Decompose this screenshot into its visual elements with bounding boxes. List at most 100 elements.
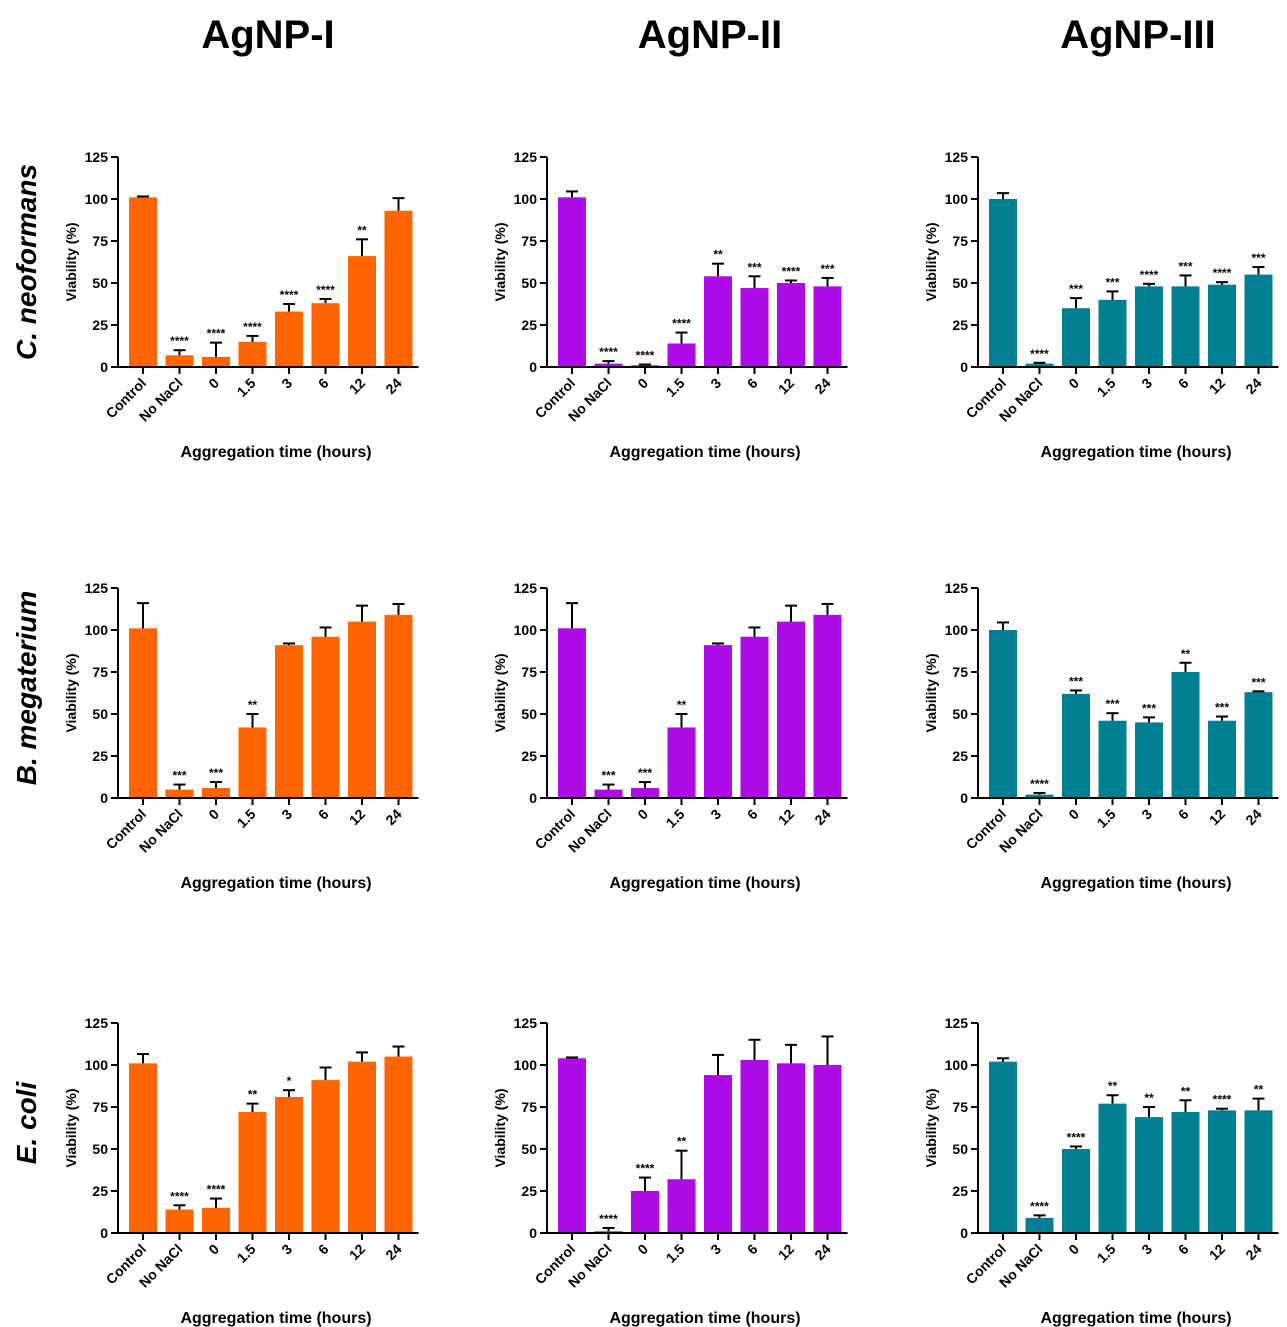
category-label: 3	[1138, 806, 1155, 823]
bar	[165, 355, 194, 367]
bar	[1098, 299, 1127, 367]
y-axis-label: Viability (%)	[492, 1088, 508, 1167]
y-tick-label: 0	[529, 359, 537, 375]
category-label: 0	[634, 375, 651, 392]
bar	[1098, 1103, 1127, 1233]
bar	[1171, 286, 1200, 367]
bar	[740, 288, 769, 367]
y-tick-label: 100	[514, 191, 538, 207]
bar	[1135, 1117, 1163, 1233]
bar	[275, 1096, 303, 1233]
y-tick-label: 50	[952, 1141, 968, 1157]
category-label: 24	[811, 806, 833, 828]
bar	[129, 197, 157, 367]
category-label: 1.5	[1094, 1241, 1119, 1266]
bar	[740, 636, 769, 798]
category-label: 6	[315, 375, 332, 392]
bar	[238, 341, 267, 367]
category-label: 6	[1175, 806, 1192, 823]
category-label: 3	[278, 1241, 295, 1258]
bar	[594, 789, 623, 798]
category-label: 0	[1065, 1241, 1082, 1258]
category-label: 0	[634, 806, 651, 823]
significance-label: *	[287, 1074, 292, 1088]
y-tick-label: 25	[952, 1183, 968, 1199]
significance-label: ***	[1215, 701, 1229, 715]
bar	[813, 1065, 842, 1233]
x-axis-label: Aggregation time (hours)	[1040, 1310, 1231, 1327]
x-axis-label: Aggregation time (hours)	[609, 444, 800, 461]
x-axis-label: Aggregation time (hours)	[609, 875, 800, 892]
significance-label: ***	[601, 769, 615, 783]
significance-label: ***	[820, 262, 834, 276]
bar	[384, 210, 413, 367]
significance-label: ***	[209, 766, 223, 780]
significance-label: ***	[1142, 701, 1156, 715]
column-title-agnp-iii: AgNP-III	[1060, 13, 1216, 57]
category-label: 24	[811, 375, 833, 397]
significance-label: **	[713, 248, 723, 262]
significance-label: ****	[599, 345, 618, 359]
y-tick-label: 25	[92, 748, 108, 764]
category-label: 3	[707, 375, 724, 392]
bar	[989, 199, 1017, 367]
significance-label: ***	[172, 769, 186, 783]
bar	[1135, 286, 1163, 367]
category-label: 12	[346, 806, 368, 828]
significance-label: ****	[1030, 347, 1049, 361]
category-label: 1.5	[234, 375, 259, 400]
category-label: 0	[1065, 375, 1082, 392]
category-label: 6	[1175, 375, 1192, 392]
bar	[631, 787, 659, 798]
bar	[202, 356, 230, 367]
y-tick-label: 125	[85, 149, 109, 165]
significance-label: **	[1254, 1083, 1264, 1097]
row-title-b-megaterium: B. megaterium	[11, 591, 42, 786]
y-tick-label: 50	[952, 275, 968, 291]
y-axis-label: Viability (%)	[492, 222, 508, 301]
significance-label: ****	[636, 348, 655, 362]
bar	[348, 621, 376, 798]
y-tick-label: 0	[529, 1225, 537, 1241]
category-label: 24	[1242, 1241, 1264, 1263]
bar	[1244, 692, 1273, 798]
y-tick-label: 125	[85, 580, 109, 596]
x-axis-label: Aggregation time (hours)	[1040, 444, 1231, 461]
y-tick-label: 0	[529, 790, 537, 806]
bar	[558, 1058, 586, 1233]
significance-label: ****	[170, 1189, 189, 1203]
bar	[1208, 720, 1236, 798]
y-tick-label: 50	[521, 1141, 537, 1157]
category-label: 3	[278, 375, 295, 392]
y-tick-label: 125	[514, 149, 538, 165]
y-tick-label: 0	[100, 359, 108, 375]
significance-label: ****	[316, 283, 335, 297]
bar	[275, 311, 303, 367]
y-tick-label: 0	[100, 790, 108, 806]
y-tick-label: 25	[521, 1183, 537, 1199]
significance-label: ****	[1213, 1093, 1232, 1107]
bar	[777, 283, 805, 367]
y-tick-label: 125	[945, 580, 969, 596]
significance-label: **	[677, 698, 687, 712]
bar	[667, 343, 696, 367]
bar	[1244, 274, 1273, 367]
bar	[1171, 672, 1200, 798]
y-axis-label: Viability (%)	[923, 653, 939, 732]
category-label: 0	[634, 1241, 651, 1258]
significance-label: ***	[1251, 251, 1265, 265]
significance-label: ***	[638, 766, 652, 780]
bar	[813, 286, 842, 367]
y-tick-label: 100	[514, 1057, 538, 1073]
y-axis-label: Viability (%)	[63, 1088, 79, 1167]
bar	[1025, 363, 1054, 367]
significance-label: ***	[1178, 259, 1192, 273]
bar	[667, 1179, 696, 1233]
bar	[238, 727, 267, 798]
category-label: 0	[205, 375, 222, 392]
bar	[348, 1061, 376, 1233]
bar	[129, 1063, 157, 1233]
y-tick-label: 25	[952, 317, 968, 333]
